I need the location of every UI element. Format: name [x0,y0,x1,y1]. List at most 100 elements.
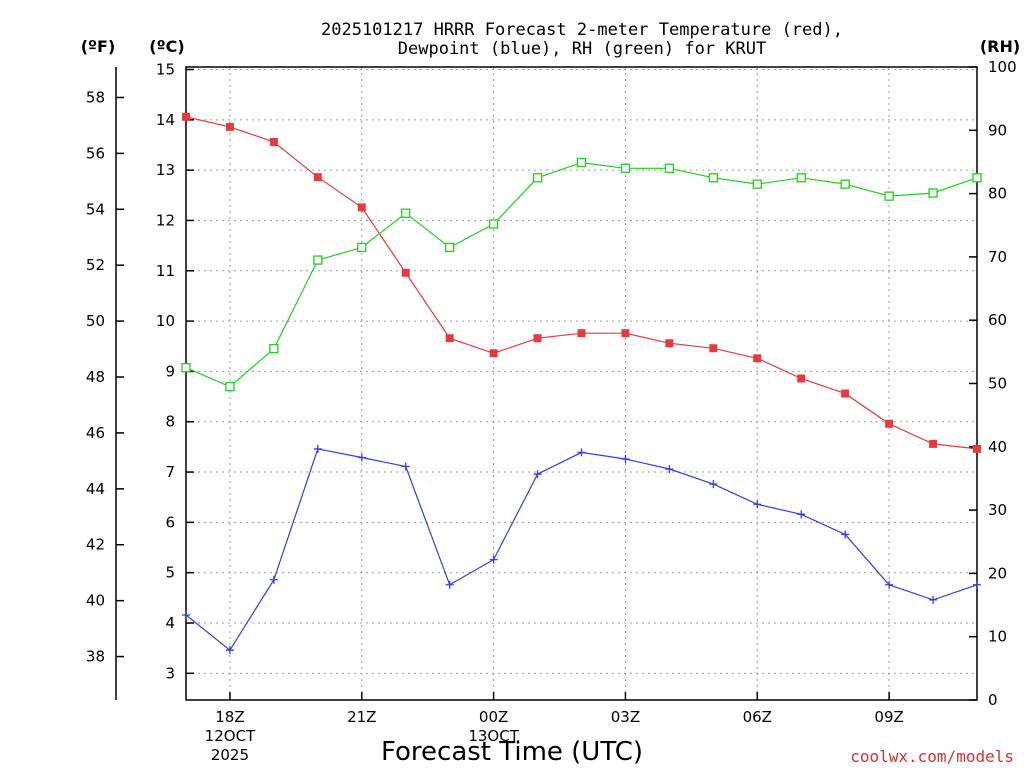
x-tick-year-label: 2025 [211,746,249,764]
axes [115,66,978,701]
temperature-point [182,112,190,121]
celsius-tick-label: 14 [156,111,175,129]
dewpoint-point [665,465,674,474]
dewpoint-point [577,448,586,457]
dewpoint-point [445,580,454,589]
fahrenheit-tick-label: 42 [86,536,105,554]
temperature-point [621,329,630,338]
fahrenheit-tick-label: 48 [86,368,105,386]
dewpoint-point [973,580,981,589]
dewpoint-point [225,646,234,655]
rh-point [576,157,587,168]
fahrenheit-tick-label: 40 [86,592,105,610]
celsius-tick-label: 10 [156,312,175,330]
celsius-tick-label: 15 [156,61,175,79]
rh-point [620,163,631,173]
dewpoint-point [182,610,190,619]
x-tick-label: 06Z [743,708,772,726]
temperature-point [753,354,762,363]
fahrenheit-tick-label: 58 [86,88,105,106]
temperature-point [665,339,674,348]
credit-text: coolwx.com/models [850,747,1014,766]
x-tick-label: 03Z [611,708,640,726]
rh-point [181,363,191,373]
fahrenheit-tick-label: 46 [86,424,105,442]
temperature-point [973,444,981,453]
dewpoint-point [929,595,938,604]
dewpoint-point [269,575,278,584]
rh-unit-label: (RH) [980,37,1020,56]
temperature-point [401,268,410,277]
temperature-point [841,389,850,398]
fahrenheit-tick-label: 38 [86,648,105,666]
rh-tick-label: 20 [988,564,1007,582]
rh-tick-label: 10 [988,628,1007,646]
rh-tick-label: 60 [988,311,1007,329]
rh-tick-label: 30 [988,501,1007,519]
rh-point [752,179,762,189]
rh-tick-label: 40 [988,438,1007,456]
celsius-tick-label: 9 [165,362,175,380]
rh-point [225,382,235,392]
celsius-tick-label: 3 [165,664,175,682]
fahrenheit-tick-label: 50 [86,312,105,330]
dewpoint-point [709,480,718,489]
dewpoint-line [185,448,978,652]
celsius-tick-label: 4 [165,614,175,632]
dewpoint-point [841,530,850,539]
x-tick-date-label: 13OCT [468,727,519,745]
dewpoint-point [797,510,806,519]
temperature-point [269,137,278,146]
x-tick-label: 09Z [874,708,903,726]
rh-tick-label: 80 [988,185,1007,203]
fahrenheit-tick-label: 56 [86,144,105,162]
chart-title-line-1: 2025101217 HRRR Forecast 2-meter Tempera… [321,20,843,40]
dewpoint-point [753,500,762,509]
rh-point [708,173,718,183]
rh-point [313,255,323,265]
celsius-unit-label: (ºC) [149,37,184,56]
temperature-point [929,439,938,448]
rh-tick-label: 100 [988,58,1017,76]
rh-point [445,242,455,253]
x-axis-label: Forecast Time (UTC) [381,737,643,767]
dewpoint-point [533,470,542,479]
celsius-tick-label: 5 [165,564,175,582]
celsius-tick-label: 7 [165,463,175,481]
celsius-tick-label: 8 [165,413,175,431]
chart-title-line-2: Dewpoint (blue), RH (green) for KRUT [398,39,766,59]
temperature-point [797,374,806,383]
x-tick-label: 00Z [479,708,508,726]
celsius-tick-label: 6 [165,513,175,531]
dewpoint-point [885,580,894,589]
rh-point [664,163,675,173]
dewpoint-point [357,453,366,462]
temperature-point [225,122,234,131]
rh-point [532,173,543,183]
x-tick-date-label: 12OCT [205,727,256,745]
temperature-point [709,344,718,353]
rh-point [796,173,806,183]
rh-point [357,242,367,253]
fahrenheit-tick-label: 52 [86,256,105,274]
rh-point [269,344,279,354]
rh-line [185,161,978,388]
temperature-point [533,334,542,343]
temperature-point [445,334,454,343]
rh-point [928,188,938,198]
temperature-point [885,419,894,428]
rh-tick-label: 90 [988,121,1007,139]
rh-tick-label: 50 [988,375,1007,393]
rh-tick-label: 70 [988,248,1007,266]
celsius-tick-label: 11 [156,262,175,280]
x-tick-label: 18Z [215,708,244,726]
dewpoint-point [313,444,322,453]
dewpoint-point [621,454,630,463]
temperature-point [313,173,322,182]
rh-point [884,191,894,201]
x-tick-label: 21Z [347,708,376,726]
temperature-point [357,203,366,212]
dewpoint-point [489,555,498,564]
